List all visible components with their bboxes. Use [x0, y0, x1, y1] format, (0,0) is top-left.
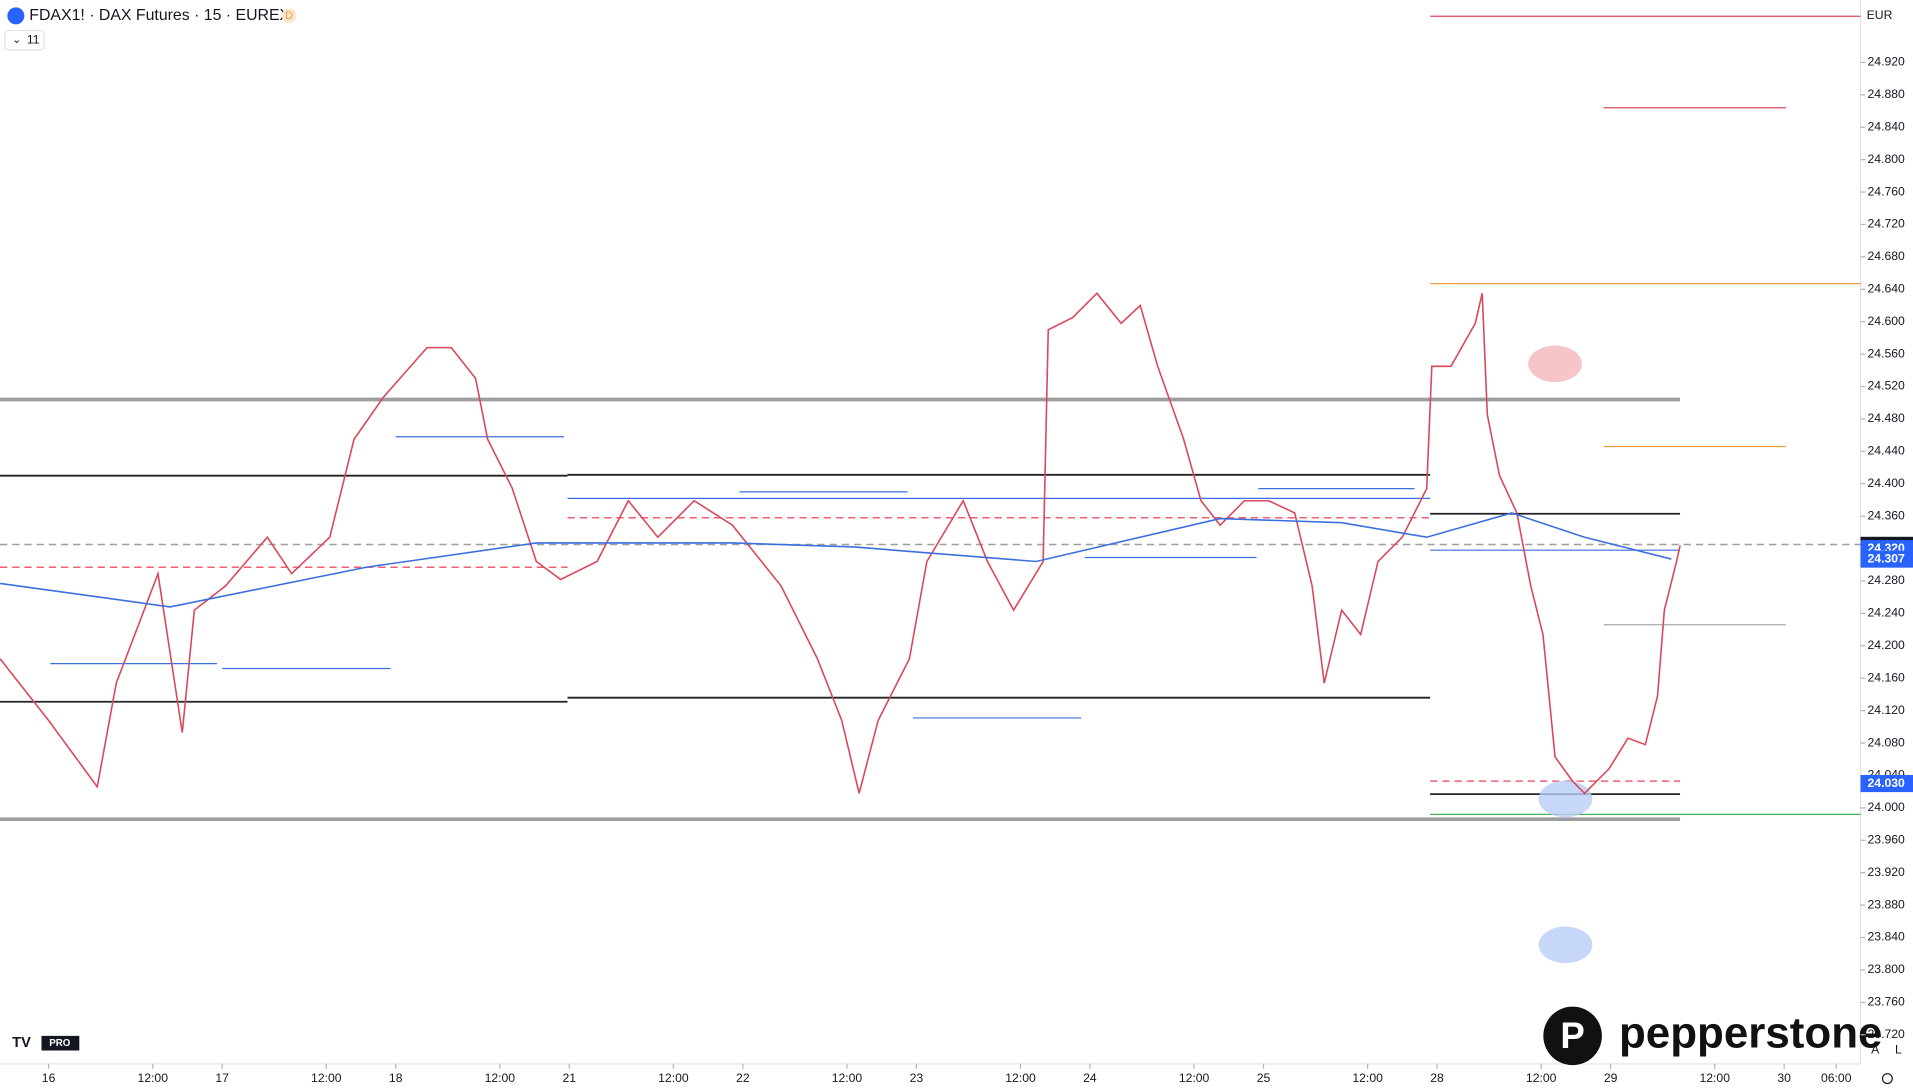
x-tick-label: 12:00 [1179, 1071, 1210, 1085]
y-tick-label: 23.840 [1868, 930, 1905, 944]
badge-bg [281, 8, 297, 24]
y-tick-label: 24.080 [1868, 735, 1905, 749]
x-tick-label: 12:00 [1526, 1071, 1557, 1085]
x-tick-label: 29 [1604, 1071, 1618, 1085]
x-tick-label: 12:00 [658, 1071, 689, 1085]
y-tick-label: 24.560 [1868, 346, 1905, 360]
plot-area [0, 15, 1861, 964]
y-tick-label: 24.240 [1868, 606, 1905, 620]
y-tick-label: 24.800 [1868, 152, 1905, 166]
marker [1528, 345, 1582, 383]
brand-logo-letter: P [1560, 1015, 1584, 1056]
x-tick-label: 25 [1257, 1071, 1271, 1085]
y-tick-label: 24.880 [1868, 87, 1905, 101]
y-tick-label: 24.280 [1868, 573, 1905, 587]
pro-badge [41, 1035, 80, 1051]
y-tick-label: 24.440 [1868, 444, 1905, 458]
platform: PRO [49, 1038, 71, 1049]
price-line [0, 512, 1672, 608]
x-tick-label: 12:00 [832, 1071, 863, 1085]
marker [1538, 926, 1593, 964]
x-tick-label: 28 [1430, 1071, 1444, 1085]
price-label-bg [1860, 550, 1913, 568]
symbol-icon [7, 7, 25, 25]
y-tick-label: 23.880 [1868, 897, 1905, 911]
chevron[interactable]: ⌄ [12, 34, 21, 46]
y-tick-label: 23.960 [1868, 833, 1905, 847]
brand-logo [1543, 1006, 1602, 1066]
indicator-count[interactable]: 11 [27, 32, 40, 46]
y-tick-label: 24.640 [1868, 281, 1905, 295]
currency[interactable]: EUR [1867, 8, 1893, 22]
y-tick-label: 24.000 [1868, 800, 1905, 814]
badge: D [285, 10, 293, 22]
x-tick-label: 24 [1083, 1071, 1097, 1085]
price-label: 24.307 [1868, 551, 1905, 565]
x-tick-label: 12:00 [1352, 1071, 1383, 1085]
x-tick-label: 30 [1777, 1071, 1791, 1085]
y-tick-label: 24.600 [1868, 314, 1905, 328]
y-tick-label: 23.800 [1868, 962, 1905, 976]
x-tick-label: 18 [389, 1071, 403, 1085]
y-tick-label: 24.760 [1868, 184, 1905, 198]
y-tick-label: 24.200 [1868, 638, 1905, 652]
y-tick-label: 24.720 [1868, 217, 1905, 231]
x-tick-label: 12:00 [1005, 1071, 1036, 1085]
y-tick-label: 24.840 [1868, 119, 1905, 133]
y-tick-label: 24.680 [1868, 249, 1905, 263]
x-tick-label: 12:00 [137, 1071, 168, 1085]
y-tick-label: 24.360 [1868, 508, 1905, 522]
branding: pepperstone [1619, 1008, 1882, 1057]
x-tick-label: 12:00 [1700, 1071, 1731, 1085]
x-tick-label: 23 [910, 1071, 924, 1085]
x-tick-label: 12:00 [311, 1071, 342, 1085]
x-tick-label: 22 [736, 1071, 750, 1085]
marker [1538, 780, 1593, 818]
price-line [0, 292, 1681, 795]
y-tick-label: 24.160 [1868, 670, 1905, 684]
x-tick-label: 21 [562, 1071, 576, 1085]
y-tick-label: 23.760 [1868, 995, 1905, 1009]
tv-logo: TV [12, 1035, 31, 1051]
x-tick-label: 17 [215, 1071, 229, 1085]
settings-icon[interactable] [1881, 1073, 1893, 1085]
scale-button[interactable]: L [1895, 1043, 1902, 1057]
y-tick-label: 24.520 [1868, 379, 1905, 393]
y-tick-label: 24.400 [1868, 476, 1905, 490]
price-label-bg [1860, 775, 1913, 793]
indicator-toggle[interactable] [4, 29, 45, 51]
scale-button[interactable]: A [1871, 1043, 1880, 1057]
x-tick-label: 06:00 [1821, 1071, 1852, 1085]
chart-title: FDAX1! · DAX Futures · 15 · EUREX [29, 7, 290, 24]
price-label: 24.030 [1868, 776, 1905, 790]
x-tick-label: 12:00 [485, 1071, 516, 1085]
x-tick-label: 16 [42, 1071, 56, 1085]
y-tick-label: 23.720 [1868, 1027, 1905, 1041]
y-tick-label: 23.920 [1868, 865, 1905, 879]
y-tick-label: 24.480 [1868, 411, 1905, 425]
y-tick-label: 24.920 [1868, 55, 1905, 69]
y-tick-label: 24.120 [1868, 703, 1905, 717]
